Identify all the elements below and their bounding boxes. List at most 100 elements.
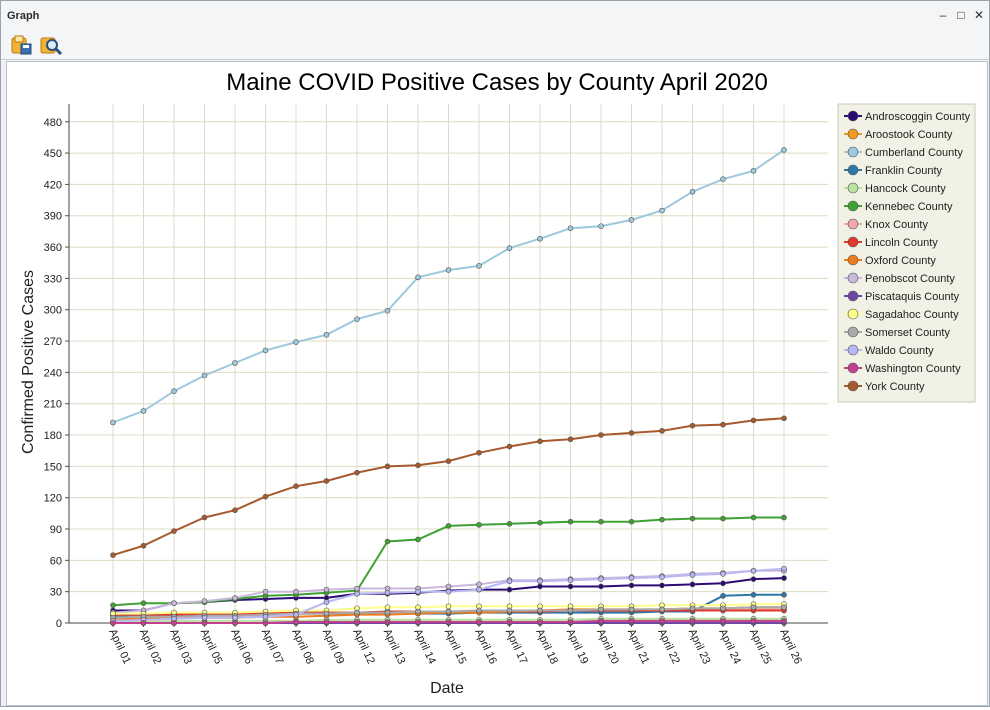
data-point	[293, 483, 299, 490]
data-point	[232, 507, 238, 514]
data-point	[201, 598, 208, 604]
data-point	[140, 408, 147, 414]
data-point	[659, 428, 665, 434]
data-point	[567, 436, 574, 443]
data-point	[445, 583, 452, 590]
data-point	[598, 618, 604, 624]
x-tick-label: April 08	[289, 627, 316, 666]
data-point	[750, 618, 757, 624]
data-point	[537, 519, 543, 526]
x-tick-label: April 26	[777, 627, 804, 666]
maximize-button[interactable]: □	[957, 8, 965, 22]
data-point	[354, 619, 360, 625]
data-point	[567, 577, 574, 583]
legend-label: Lincoln County	[865, 237, 938, 249]
toolbar	[1, 31, 989, 60]
legend-swatch-marker	[847, 272, 859, 284]
save-graph-icon	[11, 35, 32, 55]
data-point	[262, 347, 269, 354]
data-point	[598, 223, 604, 229]
data-point	[720, 580, 726, 587]
data-point	[720, 421, 726, 428]
data-point	[201, 372, 208, 379]
data-point	[476, 619, 482, 625]
legend-label: Oxford County	[865, 255, 936, 267]
data-point	[659, 207, 665, 214]
legend-label: Hancock County	[865, 183, 946, 195]
data-point	[384, 619, 391, 625]
data-point	[262, 613, 269, 620]
legend-swatch-marker	[847, 110, 859, 122]
legend-label: Somerset County	[865, 327, 950, 339]
y-tick-label: 30	[50, 587, 62, 599]
legend-box	[837, 103, 976, 403]
x-tick-label: April 13	[381, 627, 408, 666]
legend-label: Aroostook County	[865, 129, 953, 141]
data-point	[354, 316, 360, 322]
y-tick-label: 180	[44, 430, 62, 442]
data-point	[598, 432, 604, 438]
data-point	[476, 607, 482, 614]
zoom-graph-button[interactable]	[39, 33, 63, 57]
x-tick-label: April 06	[228, 627, 255, 666]
y-tick-label: 360	[44, 242, 62, 254]
x-tick-label: April 15	[442, 627, 469, 666]
data-point	[720, 176, 726, 182]
data-point	[384, 589, 391, 596]
data-point	[110, 419, 116, 426]
data-point	[659, 582, 665, 589]
y-tick-label: 240	[44, 367, 62, 379]
data-point	[384, 307, 391, 314]
data-point	[720, 571, 726, 577]
data-point	[293, 339, 299, 345]
data-point	[628, 618, 635, 624]
close-button[interactable]: ✕	[973, 8, 985, 22]
data-point	[476, 586, 482, 593]
x-tick-label: April 02	[137, 627, 164, 666]
x-tick-label: April 25	[747, 627, 774, 666]
legend-swatch-marker	[847, 200, 859, 212]
legend-label: Knox County	[865, 219, 928, 231]
x-tick-label: April 22	[655, 627, 682, 666]
legend-swatch-marker	[847, 362, 859, 374]
y-tick-label: 480	[44, 117, 62, 129]
data-point	[445, 588, 452, 595]
data-point	[476, 581, 482, 588]
data-point	[476, 522, 482, 528]
chart-panel: Maine COVID Positive Cases by County Apr…	[6, 61, 988, 706]
data-point	[445, 458, 452, 464]
data-point	[781, 575, 787, 581]
title-bar: Graph – □ ✕	[1, 1, 989, 31]
x-tick-label: April 18	[533, 627, 560, 666]
data-point	[781, 618, 787, 624]
x-tick-label: April 23	[686, 627, 713, 666]
data-point	[567, 607, 574, 614]
minimize-button[interactable]: –	[939, 8, 947, 22]
data-point	[750, 604, 757, 611]
data-point	[445, 523, 452, 529]
data-point	[140, 600, 147, 606]
save-graph-button[interactable]	[9, 33, 33, 57]
data-point	[354, 609, 360, 616]
data-point	[720, 593, 726, 599]
data-point	[781, 147, 787, 153]
chart-title: Maine COVID Positive Cases by County Apr…	[226, 69, 768, 96]
data-point	[384, 463, 391, 470]
data-point	[171, 388, 177, 394]
data-point	[659, 516, 665, 523]
data-point	[537, 578, 543, 585]
data-point	[323, 331, 330, 338]
data-point	[323, 478, 330, 484]
y-tick-label: 120	[44, 493, 62, 505]
legend-swatch-marker	[847, 236, 859, 248]
data-point	[720, 618, 726, 624]
legend-swatch-marker	[847, 218, 859, 230]
legend-label: Washington County	[865, 363, 961, 375]
line-chart: Maine COVID Positive Cases by County Apr…	[20, 69, 976, 697]
data-point	[781, 592, 787, 598]
data-point	[537, 619, 543, 625]
legend-label: Piscataquis County	[865, 291, 960, 303]
data-point	[567, 518, 574, 525]
data-point	[354, 590, 360, 597]
data-point	[750, 592, 757, 598]
